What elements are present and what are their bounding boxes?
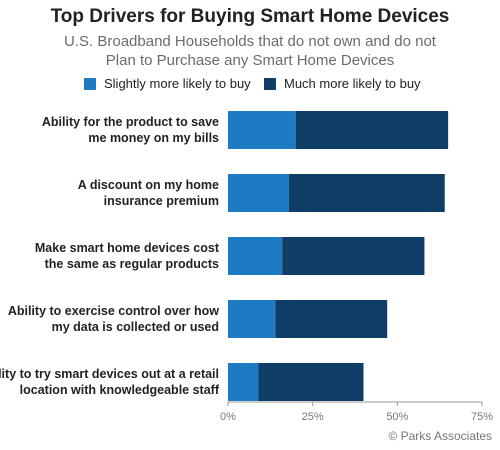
chart-subtitle: U.S. Broadband Households that do not ow… bbox=[40, 32, 460, 70]
chart-legend: Slightly more likely to buy Much more li… bbox=[0, 76, 500, 94]
bar-slightly-1 bbox=[228, 174, 289, 212]
category-label-4-line-1: location with knowledgeable staff bbox=[20, 383, 220, 397]
legend-item-much: Much more likely to buy bbox=[264, 76, 421, 91]
bar-much-2 bbox=[282, 237, 425, 275]
legend-label-much: Much more likely to buy bbox=[284, 76, 421, 91]
category-label-2-line-1: the same as regular products bbox=[45, 257, 219, 271]
x-tick-label-0: 0% bbox=[220, 411, 236, 423]
category-label-1-line-1: insurance premium bbox=[104, 194, 219, 208]
bar-much-3 bbox=[275, 300, 388, 338]
bar-slightly-0 bbox=[228, 111, 296, 149]
legend-item-slightly: Slightly more likely to buy bbox=[84, 76, 251, 91]
legend-label-slightly: Slightly more likely to buy bbox=[104, 76, 251, 91]
bar-slightly-2 bbox=[228, 237, 283, 275]
bar-slightly-4 bbox=[228, 363, 259, 401]
chart-title: Top Drivers for Buying Smart Home Device… bbox=[50, 6, 450, 27]
category-label-0-line-1: me money on my bills bbox=[88, 131, 219, 145]
bar-much-1 bbox=[288, 174, 445, 212]
x-tick-label-1: 25% bbox=[302, 411, 324, 423]
category-label-0-line-0: Ability for the product to save bbox=[42, 115, 219, 129]
category-label-1-line-0: A discount on my home bbox=[78, 178, 219, 192]
subtitle-line-2: Plan to Purchase any Smart Home Devices bbox=[105, 52, 395, 69]
x-tick-label-3: 75% bbox=[471, 411, 493, 423]
subtitle-line-1: U.S. Broadband Households that do not ow… bbox=[64, 33, 436, 50]
x-tick-label-2: 50% bbox=[386, 411, 408, 423]
legend-swatch-slightly bbox=[84, 77, 96, 90]
category-label-3-line-1: my data is collected or used bbox=[52, 320, 219, 334]
bar-much-4 bbox=[258, 363, 364, 401]
category-label-2-line-0: Make smart home devices cost bbox=[35, 241, 220, 255]
bar-much-0 bbox=[295, 111, 449, 149]
copyright-text: © Parks Associates bbox=[388, 429, 492, 443]
category-label-3-line-0: Ability to exercise control over how bbox=[8, 304, 219, 318]
legend-swatch-much bbox=[264, 77, 276, 90]
category-label-4-line-0: Ability to try smart devices out at a re… bbox=[0, 367, 219, 381]
bar-slightly-3 bbox=[228, 300, 276, 338]
